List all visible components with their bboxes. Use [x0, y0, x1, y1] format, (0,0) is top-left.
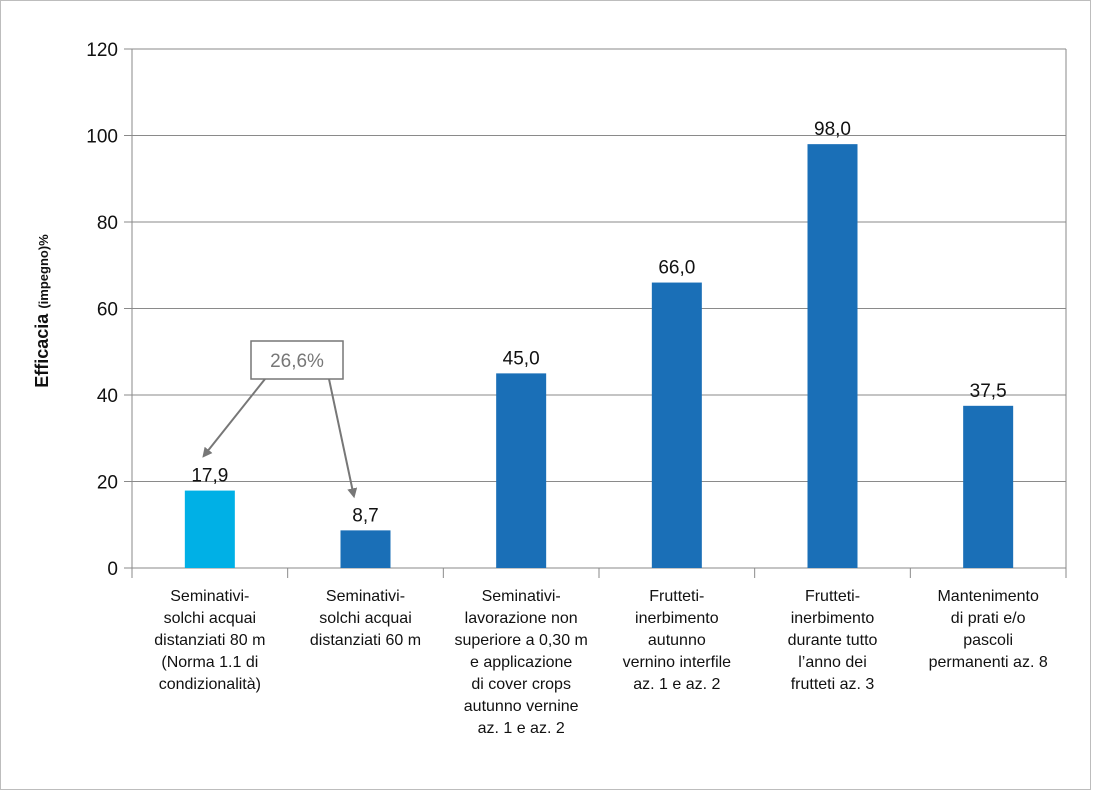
category-label-line: permanenti az. 8 — [929, 654, 1048, 671]
y-tick-label: 40 — [97, 386, 118, 407]
category-label-line: Frutteti- — [649, 588, 704, 605]
category-label-line: autunno — [648, 632, 706, 649]
category-label-line: az. 1 e az. 2 — [633, 676, 720, 693]
category-label-line: Seminativi- — [170, 588, 249, 605]
category-label-line: inerbimento — [791, 610, 875, 627]
category-label-line: inerbimento — [635, 610, 719, 627]
category-label-line: di cover crops — [471, 676, 571, 693]
bar — [340, 530, 391, 568]
bar-value-label: 8,7 — [352, 505, 378, 526]
category-label-line: solchi acquai — [319, 610, 412, 627]
category-label-line: distanziati 60 m — [310, 632, 421, 649]
bar — [496, 373, 547, 568]
category-label-line: e applicazione — [470, 654, 572, 671]
category-label-line: distanziati 80 m — [154, 632, 265, 649]
category-label-line: Frutteti- — [805, 588, 860, 605]
gridlines — [132, 48, 1066, 482]
annotation-box — [250, 340, 344, 380]
category-labels: Seminativi-solchi acquai distanziati 80 m… — [154, 588, 1048, 737]
category-label-line: vernino interfile — [623, 654, 732, 671]
category-label-line: (Norma 1.1 di — [161, 654, 258, 671]
y-tick-label: 120 — [86, 40, 118, 61]
axes — [124, 48, 1067, 578]
bar-value-label: 98,0 — [814, 119, 851, 140]
category-label-line: superiore a 0,30 m — [454, 632, 587, 649]
y-tick-label: 100 — [86, 127, 118, 148]
category-label: Seminativi-solchi acquai distanziati 80 m… — [154, 588, 265, 693]
y-tick-label: 20 — [97, 473, 118, 494]
category-label-line: l’anno dei — [798, 654, 867, 671]
category-label-line: Seminativi- — [482, 588, 561, 605]
category-label-line: pascoli — [963, 632, 1013, 649]
annotation-text: 26,6% — [270, 351, 324, 372]
bar-value-label: 37,5 — [970, 381, 1007, 402]
category-label: Seminativi-lavorazione non superiore a 0,… — [454, 588, 587, 737]
bar — [651, 282, 702, 568]
category-label: Mantenimento di prati e/o pascoli permanent… — [929, 588, 1048, 671]
bar — [807, 144, 858, 568]
category-label: Seminativi-solchi acquai distanziati 60 m — [310, 588, 421, 649]
category-label-line: az. 1 e az. 2 — [478, 720, 565, 737]
category-label-line: di prati e/o — [951, 610, 1026, 627]
bar-value-label: 66,0 — [658, 258, 695, 279]
y-axis-label: Efficacia (impegno)% — [32, 234, 52, 388]
annotation-arrow — [328, 378, 358, 499]
y-tick-label: 60 — [97, 300, 118, 321]
category-label-line: Mantenimento — [937, 588, 1038, 605]
category-label: Frutteti-inerbimento durante tutto l’anno … — [788, 588, 878, 693]
bar-value-label: 45,0 — [503, 348, 540, 369]
annotation-callout: 26,6% — [202, 340, 358, 499]
category-label-line: condizionalità) — [159, 676, 261, 693]
y-tick-labels: 0 20 40 60 80 100 120 — [86, 40, 118, 580]
y-tick-label: 0 — [107, 559, 118, 580]
category-label-line: durante tutto — [788, 632, 878, 649]
category-label-line: Seminativi- — [326, 588, 405, 605]
category-label-line: autunno vernine — [464, 698, 579, 715]
category-label-line: frutteti az. 3 — [791, 676, 875, 693]
data-labels: 17,9 8,7 45,0 66,0 98,0 37,5 — [191, 119, 1006, 526]
y-axis-label-sub: (impegno)% — [36, 234, 51, 309]
annotation-arrow — [202, 378, 266, 458]
category-label-line: lavorazione non — [465, 610, 578, 627]
y-axis-label-main: Efficacia — [32, 313, 52, 388]
category-label: Frutteti-inerbimento autunno vernino inter… — [623, 588, 732, 693]
bar — [184, 490, 235, 568]
category-label-line: solchi acquai — [164, 610, 257, 627]
bar — [963, 405, 1014, 568]
bar-value-label: 17,9 — [191, 466, 228, 487]
y-tick-label: 80 — [97, 213, 118, 234]
bars — [184, 144, 1014, 568]
